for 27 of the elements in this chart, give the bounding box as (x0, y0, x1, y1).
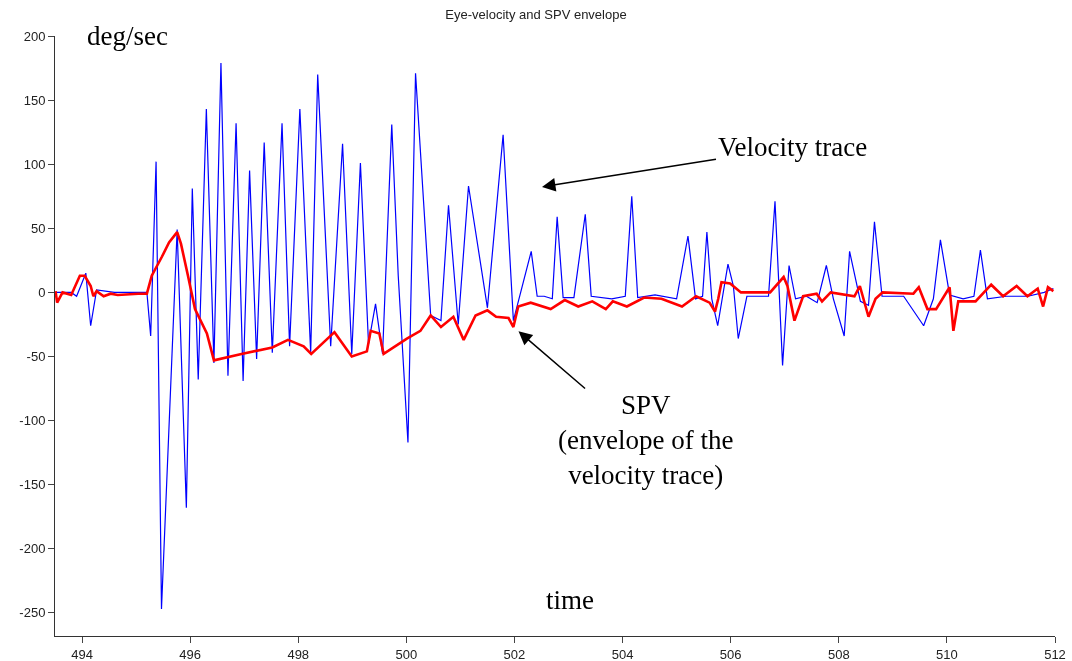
y-tick-label: 0 (38, 284, 46, 300)
y-tick-label: 100 (23, 156, 46, 172)
x-tick-label: 506 (719, 646, 742, 661)
x-tick-label: 510 (936, 646, 958, 661)
annotation: Velocity trace (718, 132, 868, 162)
x-tick-label: 498 (287, 646, 310, 661)
y-tick-label: -100 (19, 413, 46, 429)
x-tick-label: 494 (71, 646, 93, 661)
x-tick-label: 500 (395, 646, 418, 661)
y-axis-title: deg/sec (87, 21, 168, 51)
x-tick-label: 508 (827, 646, 850, 661)
y-tick-label: -200 (19, 541, 46, 557)
y-tick-label: -150 (19, 477, 46, 493)
y-tick-label: 150 (23, 92, 46, 108)
y-tick-label: -250 (19, 605, 46, 621)
x-tick-label: 496 (179, 646, 201, 661)
x-tick-label: 502 (503, 646, 526, 661)
line-series (55, 62, 1054, 610)
x-tick-label: 512 (1044, 646, 1066, 661)
chart-title: Eye-velocity and SPV envelope (445, 7, 627, 23)
annotation: SPV (envelope of the velocity trace) (558, 390, 734, 491)
x-tick-label: 504 (611, 646, 634, 661)
y-tick-label: 200 (23, 28, 46, 44)
y-tick-label: -50 (26, 349, 46, 365)
x-axis-title: time (546, 585, 594, 615)
y-tick-label: 50 (30, 220, 46, 236)
line-series (55, 230, 1055, 362)
